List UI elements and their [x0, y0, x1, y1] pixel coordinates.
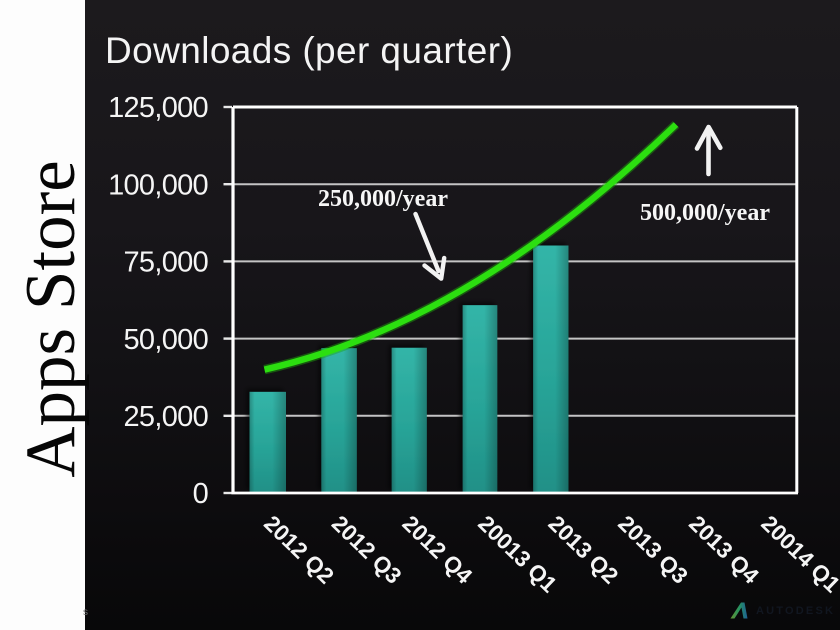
- svg-text:2012 Q4: 2012 Q4: [398, 511, 478, 589]
- svg-text:2012 Q2: 2012 Q2: [259, 511, 338, 589]
- svg-text:2013 Q4: 2013 Q4: [684, 511, 764, 589]
- svg-text:20014 Q1: 20014 Q1: [756, 511, 840, 598]
- svg-text:50,000: 50,000: [124, 324, 209, 356]
- svg-text:125,000: 125,000: [108, 92, 208, 124]
- svg-text:75,000: 75,000: [124, 247, 209, 279]
- svg-text:2012 Q3: 2012 Q3: [327, 511, 406, 589]
- svg-text:25,000: 25,000: [124, 401, 209, 433]
- svg-text:0: 0: [193, 478, 208, 510]
- svg-text:100,000: 100,000: [108, 169, 208, 201]
- svg-text:2013 Q3: 2013 Q3: [613, 511, 692, 589]
